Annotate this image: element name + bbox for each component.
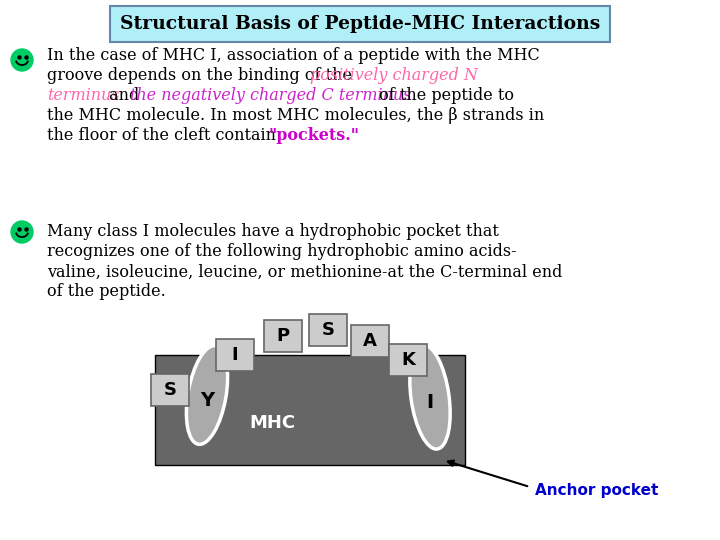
Text: the negatively charged C terminus: the negatively charged C terminus <box>130 86 411 104</box>
Text: Anchor pocket: Anchor pocket <box>535 483 658 497</box>
Text: groove depends on the binding of the: groove depends on the binding of the <box>47 66 357 84</box>
Text: recognizes one of the following hydrophobic amino acids-: recognizes one of the following hydropho… <box>47 244 517 260</box>
Text: valine, isoleucine, leucine, or methionine-at the C-terminal end: valine, isoleucine, leucine, or methioni… <box>47 264 562 280</box>
Text: MHC: MHC <box>250 414 296 432</box>
Bar <box>155 355 465 465</box>
Text: positively charged N: positively charged N <box>310 66 478 84</box>
Text: of the peptide to: of the peptide to <box>374 86 514 104</box>
Text: P: P <box>276 327 289 345</box>
Text: I: I <box>232 346 238 364</box>
Circle shape <box>11 49 33 71</box>
FancyBboxPatch shape <box>309 314 347 346</box>
Text: In the case of MHC I, association of a peptide with the MHC: In the case of MHC I, association of a p… <box>47 46 540 64</box>
Text: the floor of the cleft contain: the floor of the cleft contain <box>47 126 281 144</box>
Text: I: I <box>426 393 433 411</box>
Text: Many class I molecules have a hydrophobic pocket that: Many class I molecules have a hydrophobi… <box>47 224 499 240</box>
Text: S: S <box>163 381 176 399</box>
FancyBboxPatch shape <box>216 339 254 371</box>
Text: the MHC molecule. In most MHC molecules, the β strands in: the MHC molecule. In most MHC molecules,… <box>47 106 544 124</box>
Text: of the peptide.: of the peptide. <box>47 284 166 300</box>
Ellipse shape <box>410 345 450 449</box>
FancyBboxPatch shape <box>264 320 302 352</box>
Text: S: S <box>322 321 335 339</box>
Text: "pockets.": "pockets." <box>269 126 360 144</box>
Text: A: A <box>363 332 377 350</box>
Text: K: K <box>401 351 415 369</box>
FancyBboxPatch shape <box>351 325 389 357</box>
Text: Structural Basis of Peptide-MHC Interactions: Structural Basis of Peptide-MHC Interact… <box>120 15 600 33</box>
Text: terminus: terminus <box>47 86 120 104</box>
FancyBboxPatch shape <box>389 344 427 376</box>
Text: Y: Y <box>200 390 214 409</box>
Circle shape <box>11 221 33 243</box>
Text: and: and <box>104 86 145 104</box>
Ellipse shape <box>186 346 228 444</box>
FancyBboxPatch shape <box>110 6 610 42</box>
FancyBboxPatch shape <box>151 374 189 406</box>
